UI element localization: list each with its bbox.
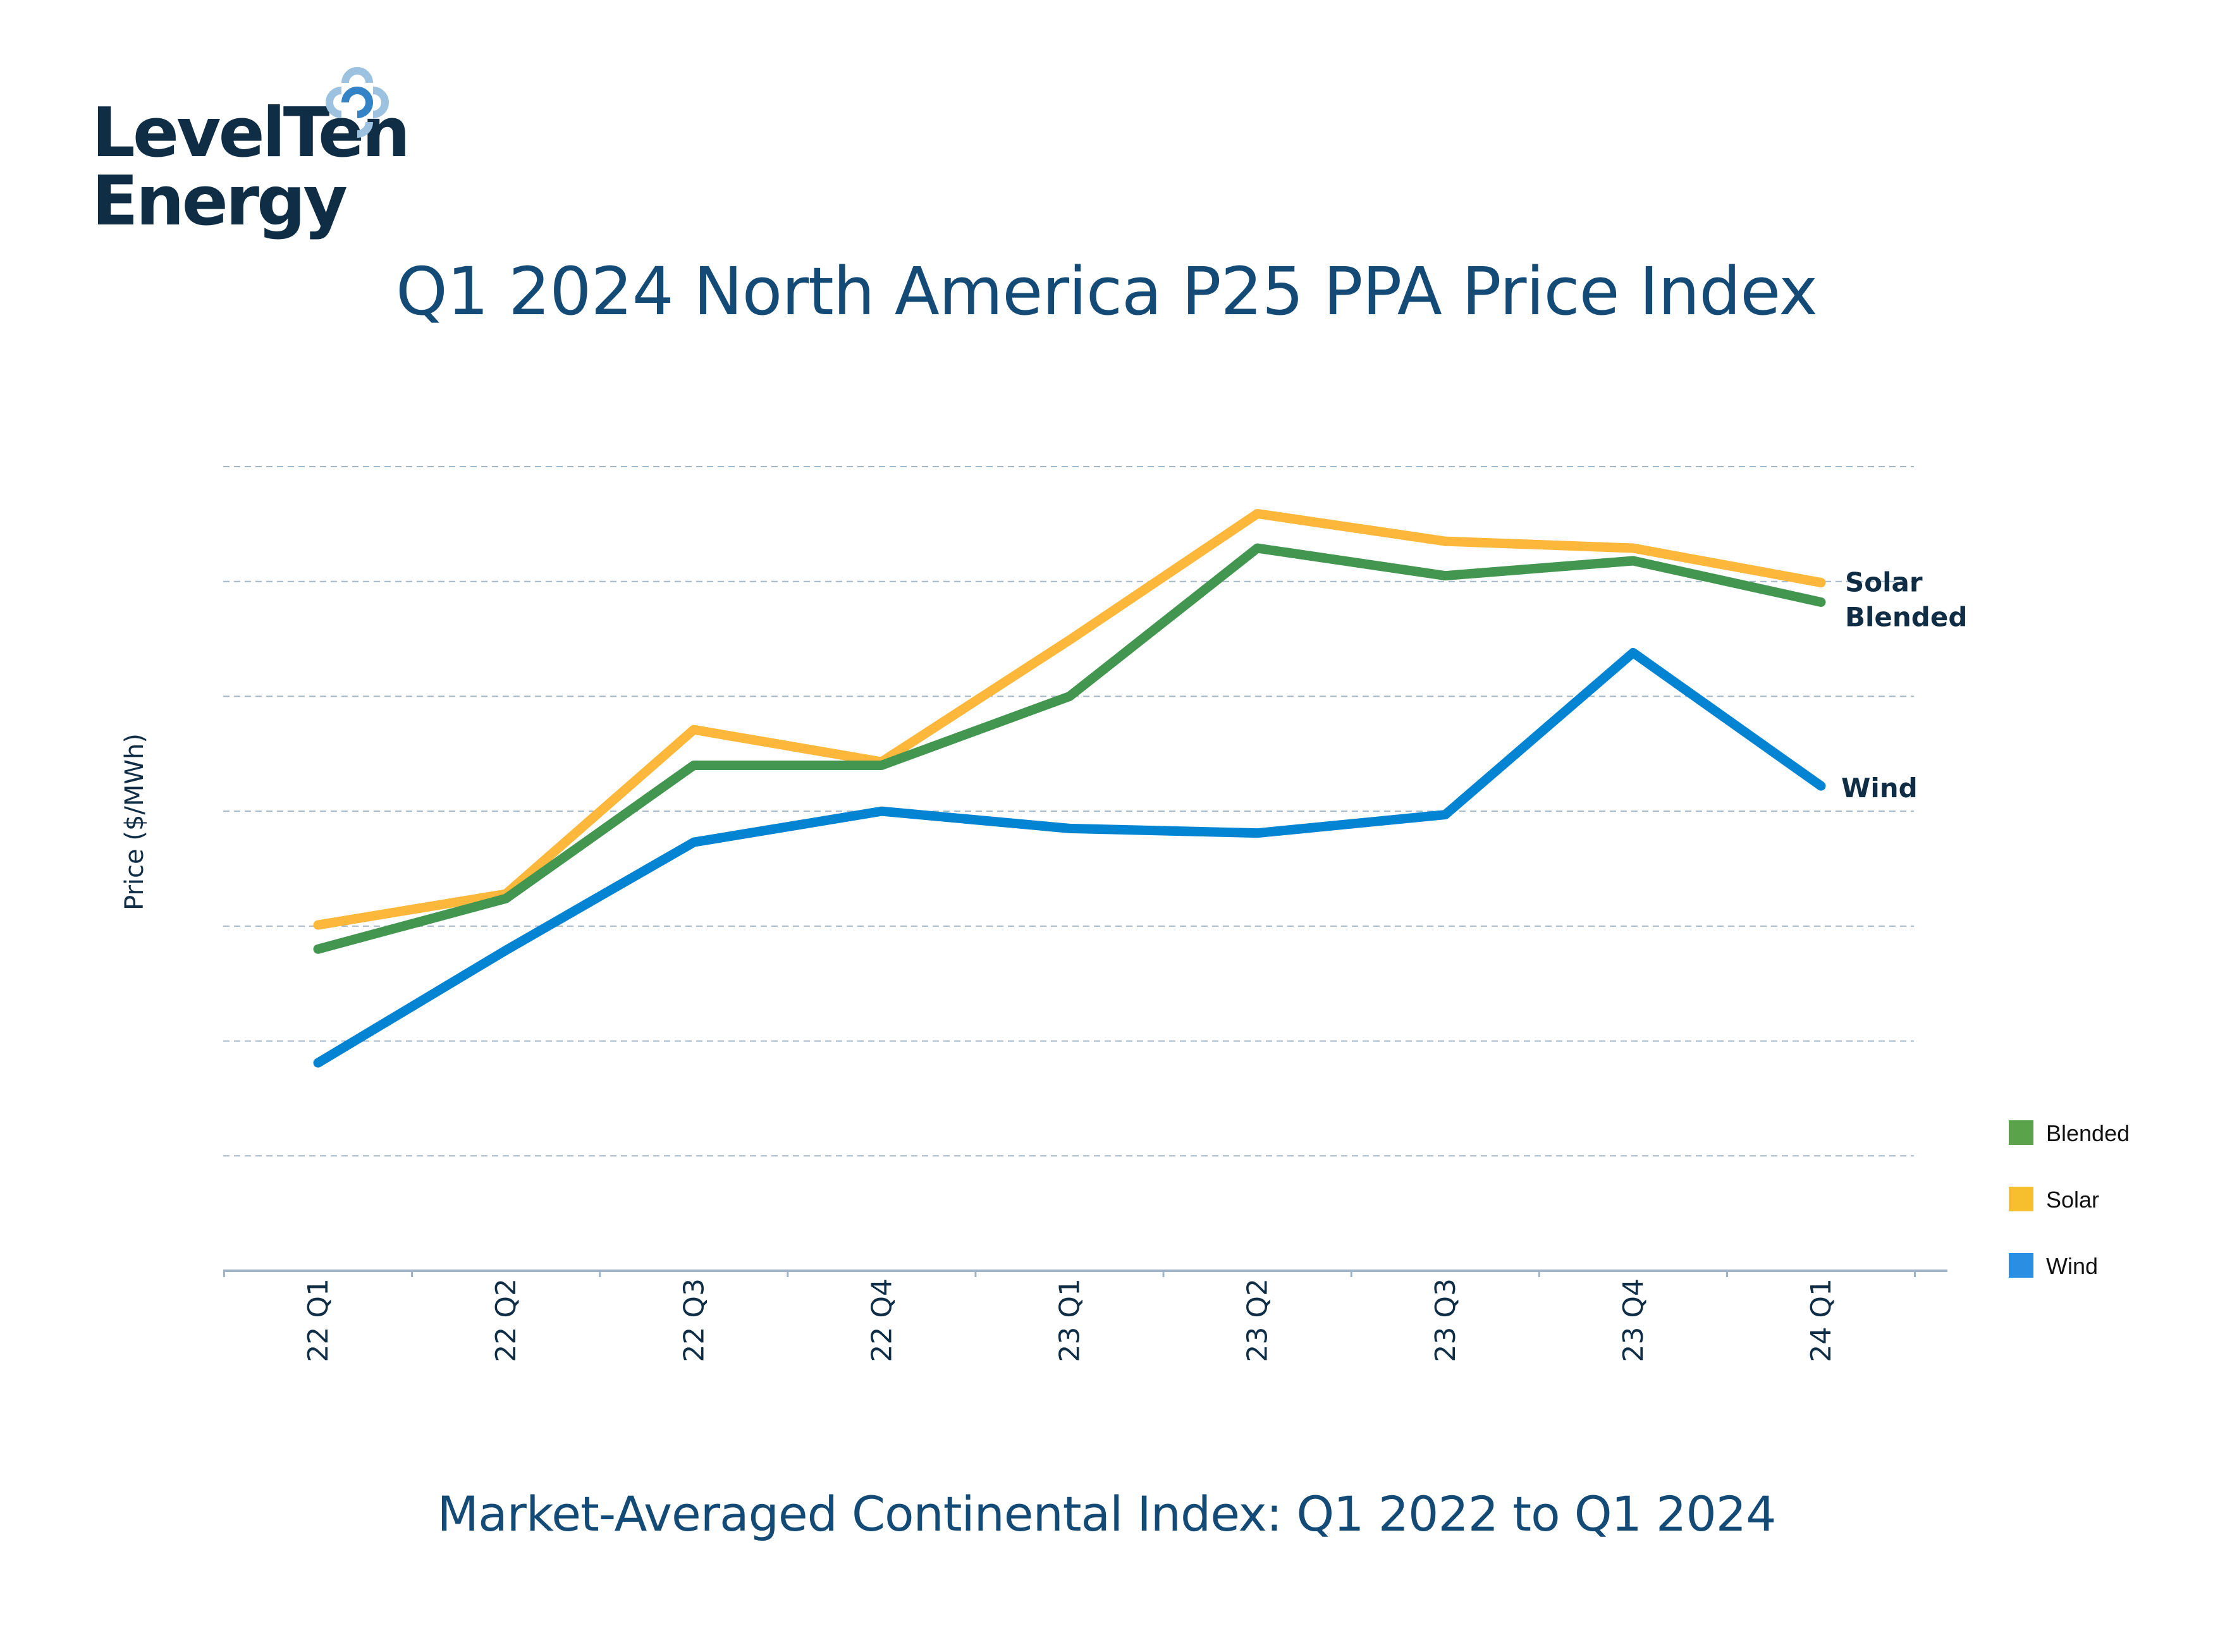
x-tick-label: 22 Q3 (678, 1278, 710, 1362)
logo-arc-bottom (357, 121, 373, 138)
legend-swatch (2009, 1253, 2033, 1278)
x-tick-label: 23 Q3 (1430, 1278, 1462, 1362)
x-tick-label: 24 Q1 (1805, 1278, 1837, 1362)
end-label-solar: Solar (1845, 567, 1923, 598)
logo-arc-right (372, 87, 389, 118)
gridlines (223, 466, 1914, 1157)
legend-label: Solar (2046, 1187, 2099, 1213)
x-tick-labels: 22 Q1 22 Q2 22 Q3 22 Q4 23 Q1 23 Q2 23 Q3 23 Q4… (302, 1278, 1837, 1362)
legend-label: Wind (2046, 1253, 2098, 1279)
legend-item-blended: Blended (2009, 1120, 2130, 1146)
end-label-wind: Wind (1841, 773, 1918, 804)
x-tick-label: 23 Q1 (1054, 1278, 1086, 1362)
y-axis-label: Price ($/MWh) (120, 733, 149, 910)
legend-item-wind: Wind (2009, 1253, 2098, 1279)
x-tick-label: 23 Q2 (1242, 1278, 1274, 1362)
levelten-logo: LevelTen Energy (92, 60, 420, 243)
chart-title: Q1 2024 North America P25 PPA Price Inde… (396, 253, 1818, 330)
logo-arc-center (341, 87, 373, 118)
x-axis (223, 1270, 1947, 1277)
logo-wordmark-line2: Energy (92, 162, 348, 241)
x-tick-label: 22 Q1 (302, 1278, 334, 1362)
x-tick-label: 22 Q2 (490, 1278, 522, 1362)
logo-mark-icon (326, 67, 389, 138)
chart-subtitle: Market-Averaged Continental Index: Q1 20… (437, 1486, 1777, 1542)
series-line-wind (313, 647, 1826, 1068)
x-tick-label: 22 Q4 (866, 1278, 898, 1362)
series-line-solar (313, 509, 1826, 930)
series-line-blended (313, 543, 1826, 954)
series-lines (313, 509, 1826, 1068)
legend: Blended Solar Wind (2009, 1120, 2130, 1279)
end-label-blended: Blended (1845, 601, 1967, 632)
legend-swatch (2009, 1120, 2033, 1145)
legend-item-solar: Solar (2009, 1187, 2099, 1213)
logo-arc-left (326, 87, 342, 118)
x-tick-label: 23 Q4 (1617, 1278, 1650, 1362)
logo-arc-top (341, 67, 373, 83)
legend-label: Blended (2046, 1120, 2130, 1146)
legend-swatch (2009, 1187, 2033, 1211)
